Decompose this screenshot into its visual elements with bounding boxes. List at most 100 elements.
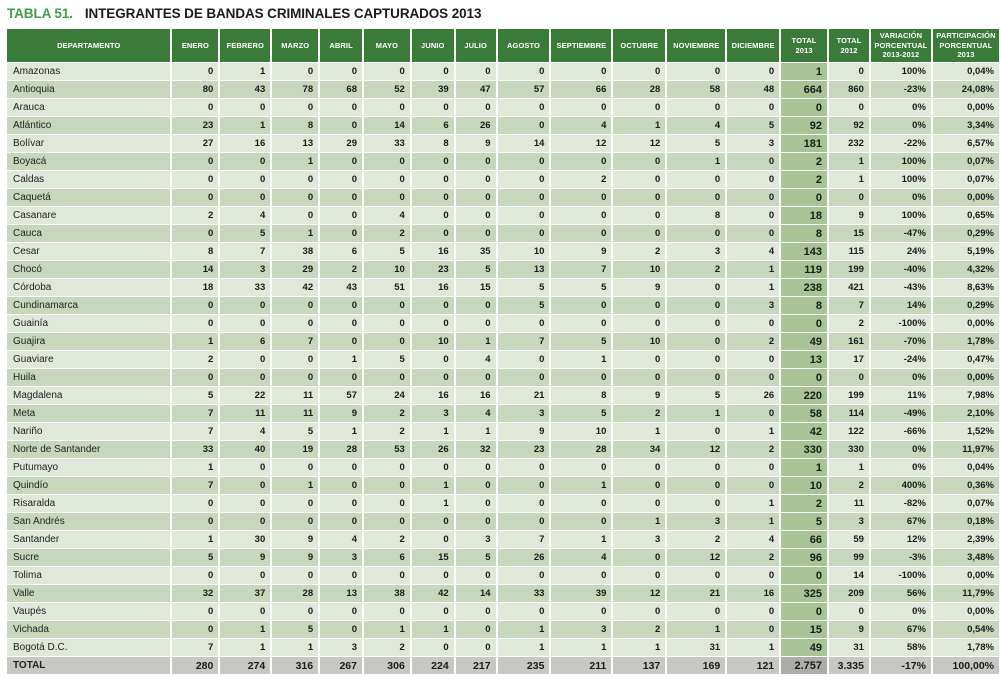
value-cell: 0 (551, 207, 612, 224)
total-2013-cell: 66 (781, 531, 828, 548)
value-cell: 0 (455, 495, 496, 512)
table-title: TABLA 51. INTEGRANTES DE BANDAS CRIMINALE… (0, 0, 1001, 21)
column-header-10: OCTUBRE (613, 29, 666, 62)
value-cell: 1 (411, 495, 454, 512)
value-cell: 1 (727, 261, 780, 278)
value-cell: 0 (497, 189, 550, 206)
value-cell: 3 (320, 549, 362, 566)
value-cell: 5 (551, 279, 612, 296)
value-cell: 56% (870, 585, 931, 602)
value-cell: 0 (455, 639, 496, 656)
value-cell: 1 (497, 621, 550, 638)
value-cell: 0 (272, 63, 319, 80)
value-cell: 13 (320, 585, 362, 602)
value-cell: 16 (220, 135, 271, 152)
value-cell: 0 (411, 189, 454, 206)
value-cell: 0 (667, 495, 726, 512)
value-cell: 3,34% (932, 117, 999, 134)
table-row-atl-ntico: Atlántico 23 1 8 0 14 6 26 0 4 1 4 5 92 92 0% 3,34% (7, 117, 999, 134)
value-cell: 30 (220, 531, 271, 548)
value-cell: 0 (667, 369, 726, 386)
value-cell: 100% (870, 153, 931, 170)
value-cell: 0 (829, 99, 869, 116)
value-cell: -66% (870, 423, 931, 440)
total-2013-cell: 49 (781, 333, 828, 350)
table-row-boyac-: Boyacá 0 0 1 0 0 0 0 0 0 0 1 0 2 1 100% 0,07% (7, 153, 999, 170)
value-cell: 0 (172, 171, 219, 188)
value-cell: 0 (455, 621, 496, 638)
value-cell: 1 (320, 351, 362, 368)
value-cell: 209 (829, 585, 869, 602)
value-cell: 7 (220, 243, 271, 260)
value-cell: 9 (220, 549, 271, 566)
value-cell: 0 (320, 567, 362, 584)
table-number-label: TABLA 51. (7, 6, 73, 21)
value-cell: 2,10% (932, 405, 999, 422)
value-cell: 9 (497, 423, 550, 440)
department-cell: Risaralda (7, 495, 171, 512)
value-cell: 0% (870, 441, 931, 458)
value-cell: 0 (497, 351, 550, 368)
value-cell: 0 (172, 63, 219, 80)
value-cell: 1 (272, 639, 319, 656)
value-cell: 4,32% (932, 261, 999, 278)
value-cell: 0 (411, 639, 454, 656)
value-cell: 0 (220, 603, 271, 620)
value-cell: 38 (272, 243, 319, 260)
value-cell: 2 (727, 549, 780, 566)
value-cell: 0 (364, 567, 410, 584)
value-cell: 0 (272, 171, 319, 188)
value-cell: 0 (272, 567, 319, 584)
value-cell: 0 (364, 495, 410, 512)
value-cell: 9 (455, 135, 496, 152)
value-cell: 21 (497, 387, 550, 404)
table-row-santander: Santander 1 30 9 4 2 0 3 7 1 3 2 4 66 59 12% 2,39% (7, 531, 999, 548)
total-2013-cell: 5 (781, 513, 828, 530)
value-cell: 8 (667, 207, 726, 224)
column-header-0: DEPARTAMENTO (7, 29, 171, 62)
value-cell: 0 (364, 369, 410, 386)
value-cell: 0 (320, 63, 362, 80)
value-cell: 2 (364, 405, 410, 422)
value-cell: 1 (727, 279, 780, 296)
value-cell: 0 (272, 351, 319, 368)
value-cell: 0 (667, 63, 726, 80)
value-cell: 4 (727, 531, 780, 548)
value-cell: 2 (364, 225, 410, 242)
value-cell: 5 (455, 549, 496, 566)
value-cell: 29 (320, 135, 362, 152)
value-cell: 4 (364, 207, 410, 224)
value-cell: 0 (455, 459, 496, 476)
table-row-risaralda: Risaralda 0 0 0 0 0 1 0 0 0 0 0 1 2 11 -82% 0,07% (7, 495, 999, 512)
value-cell: 13 (497, 261, 550, 278)
value-cell: 0 (551, 297, 612, 314)
value-cell: 1 (667, 405, 726, 422)
value-cell: 3 (727, 297, 780, 314)
total-2013-cell: 18 (781, 207, 828, 224)
value-cell: 0 (455, 297, 496, 314)
value-cell: 0,00% (932, 603, 999, 620)
value-cell: 0 (220, 567, 271, 584)
value-cell: 11 (220, 405, 271, 422)
total-2013-cell: 1 (781, 459, 828, 476)
value-cell: 0 (172, 369, 219, 386)
table-row-arauca: Arauca 0 0 0 0 0 0 0 0 0 0 0 0 0 0 0% 0,00% (7, 99, 999, 116)
department-cell: Caldas (7, 171, 171, 188)
value-cell: 9 (272, 531, 319, 548)
value-cell: 0 (411, 99, 454, 116)
value-cell: 0,00% (932, 369, 999, 386)
value-cell: 7 (551, 261, 612, 278)
value-cell: 1 (272, 153, 319, 170)
value-cell: 48 (727, 81, 780, 98)
value-cell: 1 (220, 639, 271, 656)
department-cell: Vichada (7, 621, 171, 638)
value-cell: 39 (411, 81, 454, 98)
value-cell: 24 (364, 387, 410, 404)
value-cell: 0 (727, 63, 780, 80)
value-cell: 169 (667, 657, 726, 674)
value-cell: 14% (870, 297, 931, 314)
value-cell: 9 (613, 387, 666, 404)
value-cell: 2,39% (932, 531, 999, 548)
value-cell: 0 (455, 207, 496, 224)
value-cell: 0 (497, 513, 550, 530)
